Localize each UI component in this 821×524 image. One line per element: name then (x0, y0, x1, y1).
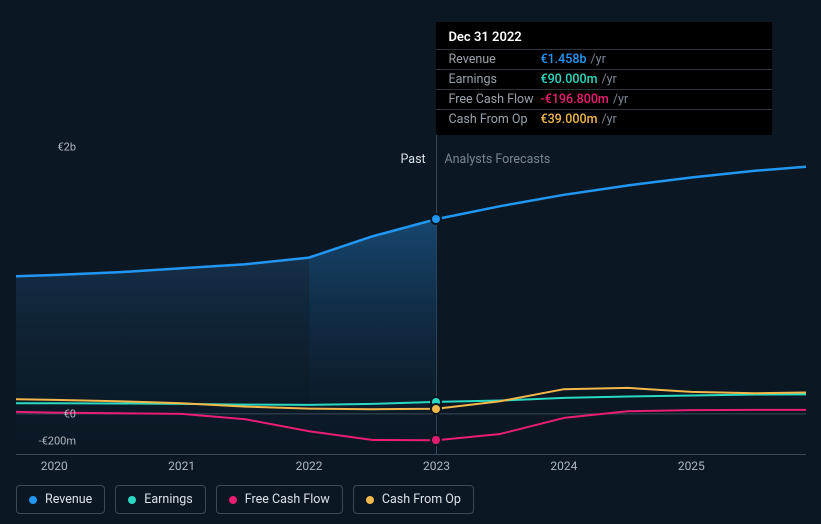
x-tick-label: 2022 (296, 459, 323, 473)
y-tick-label: -€200m (39, 434, 76, 447)
x-tick-label: 2020 (41, 459, 68, 473)
tooltip-row: Free Cash Flow-€196.800m/yr (436, 89, 772, 109)
tooltip-metric-label: Earnings (448, 72, 540, 87)
x-tick-label: 2025 (678, 459, 705, 473)
legend-dot-icon (128, 496, 136, 504)
tooltip-metric-value: €39.000m (540, 112, 597, 127)
y-tick-label: €2b (57, 140, 76, 153)
fcf-marker (432, 436, 440, 444)
x-tick-label: 2021 (168, 459, 195, 473)
legend-label: Free Cash Flow (245, 492, 330, 507)
legend-dot-icon (366, 496, 374, 504)
tooltip-row: Earnings€90.000m/yr (436, 69, 772, 89)
tooltip-metric-unit: /yr (601, 112, 616, 127)
legend-label: Revenue (45, 492, 92, 507)
legend-label: Earnings (144, 492, 192, 507)
tooltip-metric-unit: /yr (591, 52, 606, 67)
x-tick-label: 2023 (423, 459, 450, 473)
financials-chart: Past Analysts Forecasts €2b€0-€200m 2020… (0, 0, 821, 524)
chart-tooltip: Dec 31 2022 Revenue€1.458b/yrEarnings€90… (436, 22, 772, 135)
tooltip-metric-label: Cash From Op (448, 112, 540, 127)
legend-label: Cash From Op (382, 492, 461, 507)
x-tick-label: 2024 (550, 459, 577, 473)
legend-item-earnings[interactable]: Earnings (115, 485, 205, 514)
tooltip-metric-value: €90.000m (540, 72, 597, 87)
x-axis: 2020 2021 2022 2023 2024 2025 (16, 454, 806, 474)
plot-area: €2b €0 -€200m (16, 120, 806, 446)
cfo-marker (432, 405, 440, 413)
tooltip-row: Cash From Op€39.000m/yr (436, 109, 772, 129)
revenue-marker (432, 215, 440, 223)
legend-item-fcf[interactable]: Free Cash Flow (216, 485, 343, 514)
tooltip-metric-unit: /yr (613, 92, 628, 107)
tooltip-metric-unit: /yr (601, 72, 616, 87)
legend-dot-icon (229, 496, 237, 504)
legend-item-revenue[interactable]: Revenue (16, 485, 105, 514)
tooltip-row: Revenue€1.458b/yr (436, 49, 772, 69)
tooltip-metric-value: €1.458b (540, 52, 586, 67)
tooltip-title: Dec 31 2022 (436, 28, 772, 49)
legend-dot-icon (29, 496, 37, 504)
chart-legend: Revenue Earnings Free Cash Flow Cash From O… (16, 485, 474, 514)
legend-item-cfo[interactable]: Cash From Op (353, 485, 474, 514)
tooltip-metric-value: -€196.800m (540, 92, 608, 107)
tooltip-metric-label: Free Cash Flow (448, 92, 540, 107)
tooltip-metric-label: Revenue (448, 52, 540, 67)
y-tick-label: €0 (64, 407, 76, 420)
